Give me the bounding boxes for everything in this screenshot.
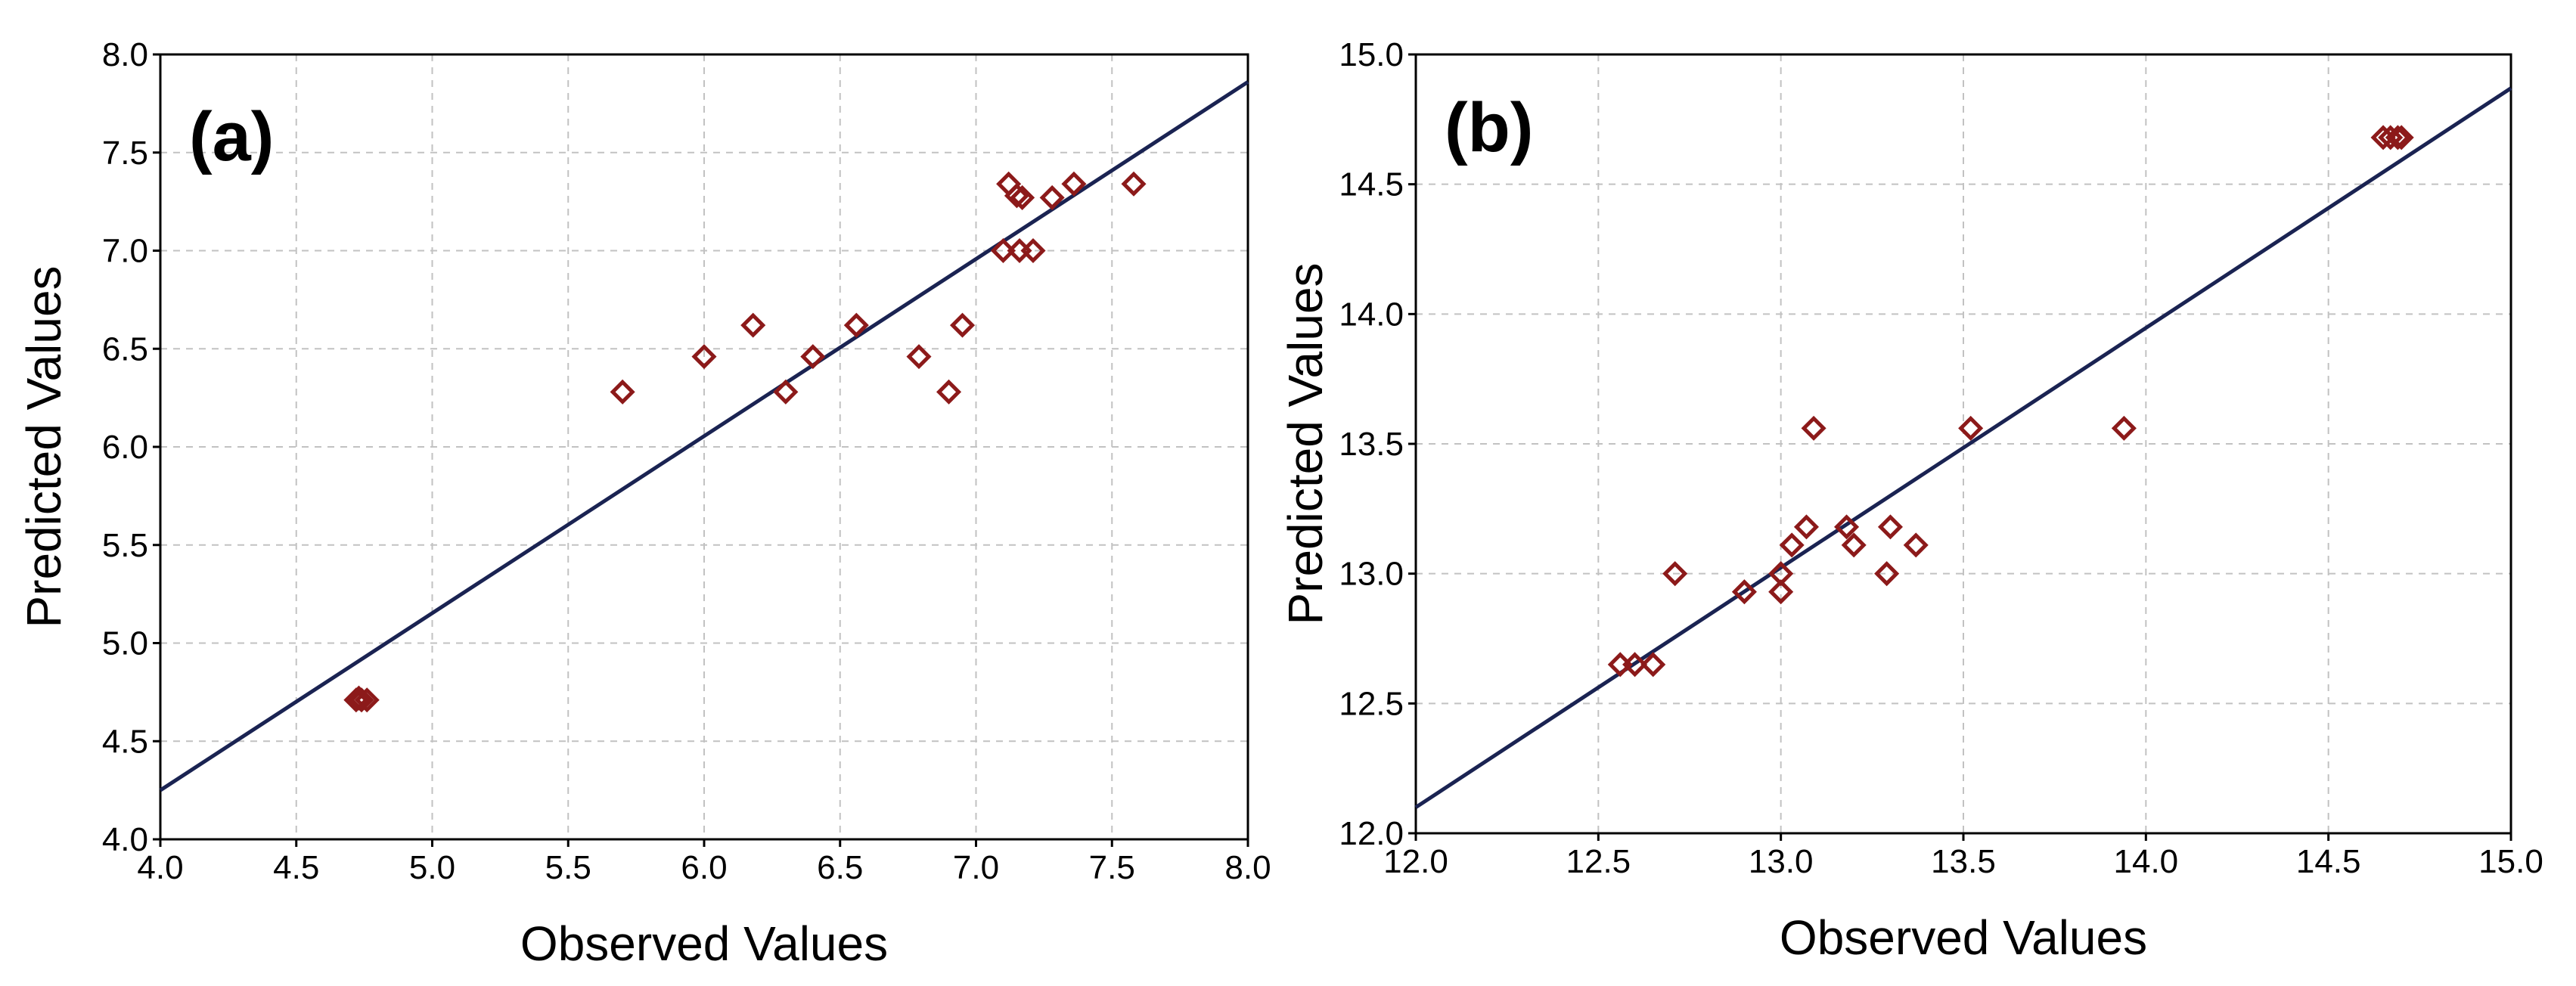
data-point [1622,652,1648,677]
data-point [1010,184,1035,210]
chart-panel-a: 4.0 4.5 5.0 5.5 6.0 6.5 7.0 7.5 8.0 4.0 4.5 5.0 5.5… [17,36,1271,971]
data-point [800,344,826,370]
data-point [843,312,869,338]
points-b [1607,125,2414,677]
data-point [354,687,380,713]
data-point [1903,532,1929,558]
panel-label-a: (a) [189,98,274,175]
data-point [610,379,635,405]
data-point [1768,579,1794,605]
x-axis-title-a: Observed Values [520,916,888,971]
x-tick-label: 5.0 [409,849,455,886]
x-tick-label: 7.5 [1089,849,1135,886]
y-tick-labels-b: 12.0 12.5 13.0 13.5 14.0 14.5 15.0 [1339,36,1404,852]
data-point [1731,579,1757,605]
y-tick-label: 4.0 [102,821,148,858]
ticks-b [1408,53,2512,841]
chart-panel-b: 12.0 12.5 13.0 13.5 14.0 14.5 15.0 12.0 12.5 13.… [1278,36,2543,965]
x-tick-label: 14.0 [2114,843,2179,880]
x-tick-label: 6.5 [817,849,863,886]
x-tick-labels-a: 4.0 4.5 5.0 5.5 6.0 6.5 7.0 7.5 8.0 [137,849,1271,886]
x-tick-label: 6.0 [681,849,727,886]
x-tick-label: 4.5 [273,849,319,886]
x-tick-labels-b: 12.0 12.5 13.0 13.5 14.0 14.5 15.0 [1383,843,2543,880]
data-point [691,344,717,370]
data-point [1841,532,1867,558]
y-tick-label: 15.0 [1339,36,1404,73]
y-tick-label: 13.0 [1339,556,1404,593]
data-point [1877,514,1904,540]
data-point [1801,415,1826,441]
y-tick-labels-a: 4.0 4.5 5.0 5.5 6.0 6.5 7.0 7.5 8.0 [102,36,148,858]
y-tick-label: 12.0 [1339,815,1404,852]
x-axis-title-b: Observed Values [1780,910,2147,965]
x-tick-label: 15.0 [2478,843,2543,880]
y-tick-label: 13.5 [1339,426,1404,463]
x-tick-label: 8.0 [1224,849,1271,886]
panel-label-b: (b) [1445,89,1533,166]
x-tick-label: 14.5 [2296,843,2361,880]
data-point [1121,171,1147,197]
y-tick-label: 6.5 [102,330,148,367]
data-point [773,379,799,405]
data-point [1793,514,1819,540]
x-tick-label: 13.5 [1931,843,1996,880]
data-point [936,379,962,405]
data-point [1004,183,1029,209]
data-point [1768,561,1794,587]
y-tick-label: 14.5 [1339,166,1404,203]
y-tick-label: 12.5 [1339,685,1404,722]
x-tick-label: 12.5 [1566,843,1631,880]
y-tick-label: 7.0 [102,233,148,270]
y-axis-title-b: Predicted Values [1278,262,1333,625]
data-point [949,312,976,338]
x-tick-label: 4.0 [137,849,183,886]
y-tick-label: 14.0 [1339,296,1404,333]
x-tick-label: 7.0 [953,849,999,886]
data-point [1779,532,1805,558]
y-tick-label: 5.5 [102,527,148,564]
x-tick-label: 13.0 [1749,843,1814,880]
data-point [2111,415,2137,441]
ticks-a [153,53,1249,847]
data-point [740,312,766,338]
y-axis-title-a: Predicted Values [17,265,71,628]
data-point [1039,184,1065,210]
data-point [1834,514,1860,540]
data-point [1662,561,1688,587]
grid-a [160,54,1248,839]
y-tick-label: 7.5 [102,135,148,172]
x-tick-label: 12.0 [1383,843,1448,880]
y-tick-label: 5.0 [102,625,148,662]
fit-line-b [1414,86,2512,809]
data-point [1061,171,1087,197]
y-tick-label: 4.5 [102,723,148,760]
data-point [990,237,1016,264]
fit-line-a [159,80,1249,792]
data-point [906,344,932,370]
data-point [1020,237,1046,264]
points-a [343,171,1147,713]
data-point [1640,652,1666,677]
data-point [1958,415,1984,441]
y-tick-label: 6.0 [102,429,148,466]
data-point [2388,125,2414,150]
grid-b [1416,54,2511,833]
data-point [2385,125,2410,150]
data-point [346,685,371,711]
data-point [1874,561,1900,587]
y-tick-label: 8.0 [102,36,148,73]
x-tick-label: 5.5 [545,849,591,886]
